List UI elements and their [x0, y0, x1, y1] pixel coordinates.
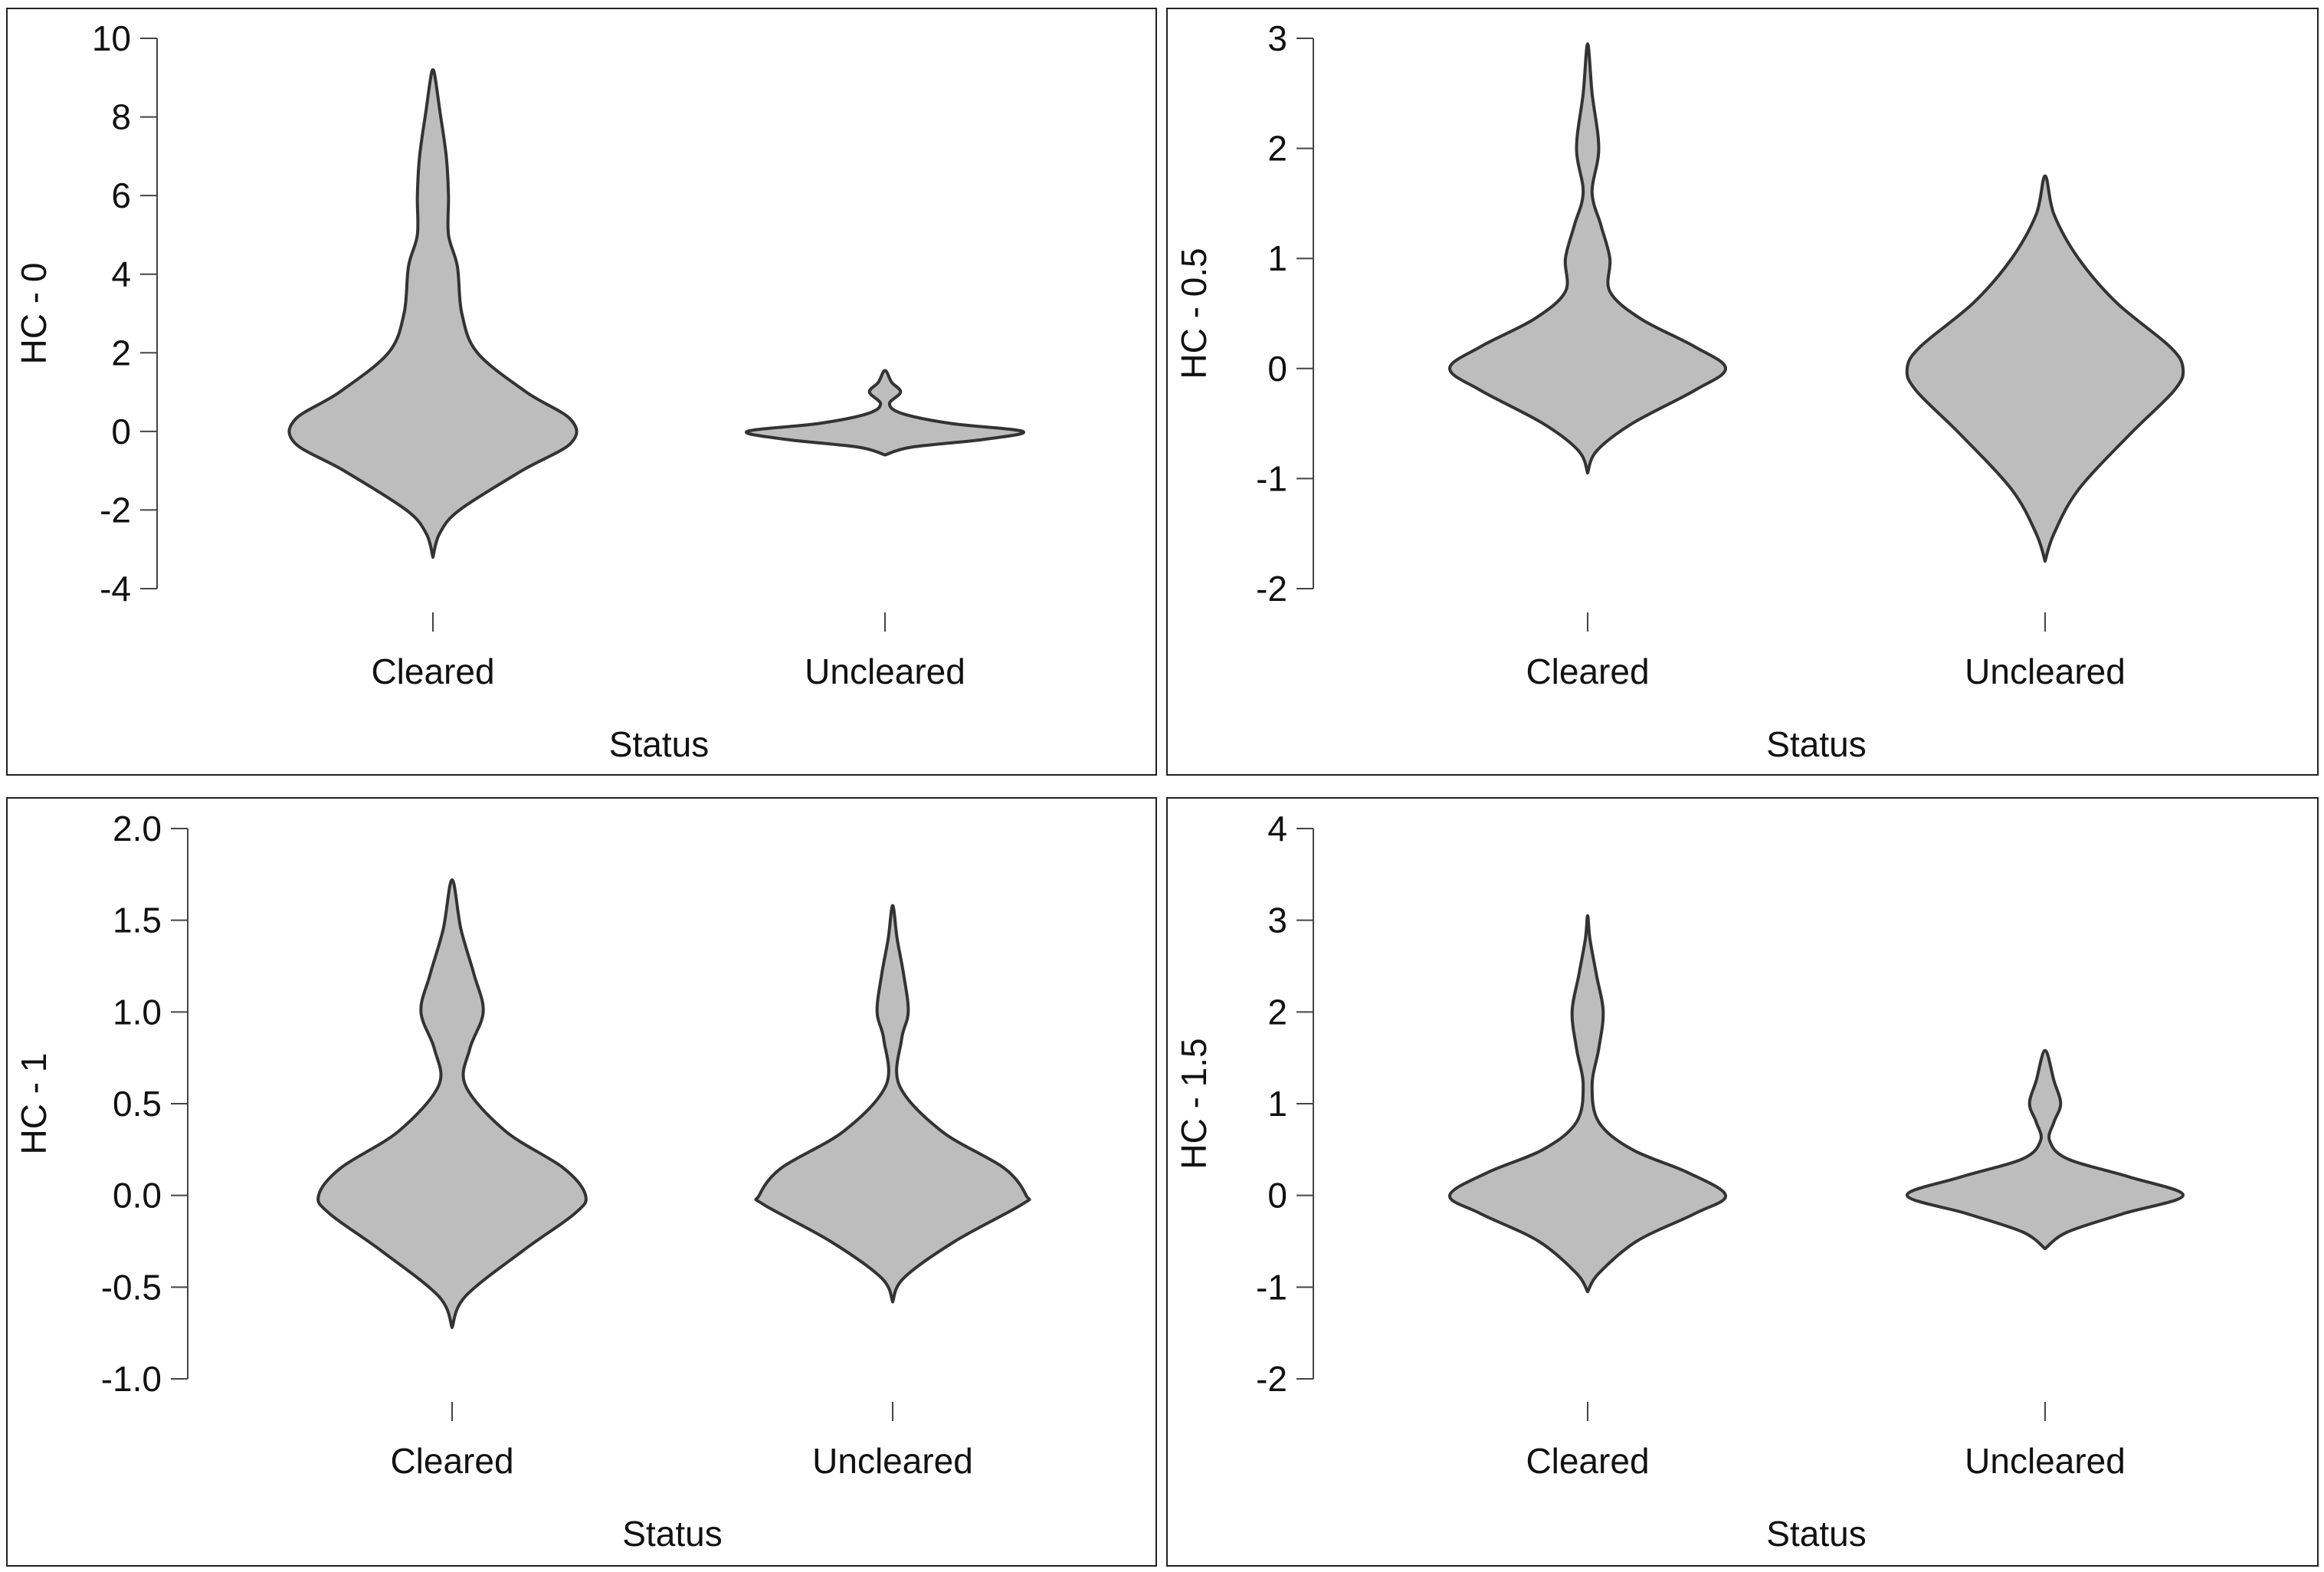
- x-tick-label-cleared: Cleared: [1526, 651, 1649, 691]
- violin-cleared: [1448, 914, 1727, 1294]
- y-tick-label: 1.0: [113, 992, 162, 1032]
- chart-svg-hc-1-5: -2 -1 0 1 2 3 4 HC - 1.5 Cleared Uncleared Status: [1174, 809, 2185, 1554]
- y-tick-label: 4: [1267, 809, 1287, 848]
- chart-svg-hc-0-5: -2 -1 0 1 2 3 HC - 0.5 Cleared Uncleared Status: [1174, 18, 2185, 764]
- violin-cleared: [287, 68, 579, 559]
- y-tick-label: -4: [100, 569, 131, 609]
- x-axis-title: Status: [1766, 724, 1866, 764]
- chart-panel-hc-1-5: -2 -1 0 1 2 3 4 HC - 1.5 Cleared Uncleared Status: [1166, 797, 2319, 1567]
- chart-svg-hc-1: -1.0 -0.5 0.0 0.5 1.0 1.5 2.0 HC - 1 Cleared Uncl…: [14, 809, 1031, 1554]
- violin-cleared: [316, 878, 588, 1329]
- y-tick-label: 1: [1267, 1084, 1287, 1124]
- violin-uncleared: [1906, 1049, 2185, 1251]
- violin-uncleared: [744, 369, 1026, 457]
- y-tick-label: -1.0: [101, 1359, 162, 1399]
- chart-panel-hc-0: -4 -2 0 2 4 6 8 10 HC - 0 Cleared Uncleared Status: [6, 8, 1157, 776]
- y-tick-label: -2: [1256, 1359, 1287, 1399]
- y-axis-title: HC - 0.5: [1174, 248, 1214, 379]
- x-tick-label-uncleared: Uncleared: [1965, 1441, 2126, 1481]
- y-tick-label: 1: [1267, 238, 1287, 278]
- y-tick-label: 6: [111, 176, 131, 215]
- x-axis-title: Status: [1766, 1514, 1866, 1554]
- y-axis-title: HC - 1.5: [1174, 1038, 1214, 1169]
- y-tick-label: 2: [1267, 129, 1287, 169]
- y-tick-label: 3: [1267, 901, 1287, 940]
- y-tick-label: -1: [1256, 458, 1287, 498]
- x-axis-title: Status: [609, 724, 709, 764]
- violin-cleared: [1448, 42, 1727, 475]
- y-tick-label: 0.0: [113, 1176, 162, 1216]
- y-tick-label: 1.5: [113, 901, 162, 940]
- violin-uncleared: [1905, 174, 2185, 563]
- y-tick-label: -1: [1256, 1267, 1287, 1307]
- y-tick-label: -2: [1256, 569, 1287, 609]
- x-tick-label-uncleared: Uncleared: [1965, 651, 2126, 691]
- chart-panel-hc-0-5: -2 -1 0 1 2 3 HC - 0.5 Cleared Uncleared Status: [1166, 8, 2319, 776]
- y-tick-label: 10: [92, 18, 131, 58]
- x-tick-label-uncleared: Uncleared: [805, 651, 965, 691]
- y-tick-label: 3: [1267, 18, 1287, 58]
- violin-uncleared: [754, 904, 1031, 1304]
- chart-panel-hc-1: -1.0 -0.5 0.0 0.5 1.0 1.5 2.0 HC - 1 Cleared Uncl…: [6, 797, 1157, 1567]
- y-tick-label: 8: [111, 97, 131, 137]
- x-axis-title: Status: [622, 1514, 722, 1554]
- y-tick-label: 2: [111, 333, 131, 372]
- y-tick-label: 4: [111, 254, 131, 294]
- y-tick-label: 0.5: [113, 1084, 162, 1124]
- y-tick-label: -2: [100, 490, 131, 530]
- chart-svg-hc-0: -4 -2 0 2 4 6 8 10 HC - 0 Cleared Uncleared Status: [14, 18, 1026, 764]
- x-tick-label-cleared: Cleared: [371, 651, 494, 691]
- y-axis-title: HC - 1: [14, 1053, 54, 1155]
- y-tick-label: 0: [1267, 349, 1287, 389]
- x-tick-label-cleared: Cleared: [1526, 1441, 1649, 1481]
- y-tick-label: 0: [111, 412, 131, 451]
- y-tick-label: 2.0: [113, 809, 162, 848]
- y-axis-title: HC - 0: [14, 263, 54, 365]
- y-tick-label: -0.5: [101, 1267, 162, 1307]
- x-tick-label-uncleared: Uncleared: [812, 1441, 973, 1481]
- x-tick-label-cleared: Cleared: [390, 1441, 513, 1481]
- y-tick-label: 0: [1267, 1176, 1287, 1216]
- y-tick-label: 2: [1267, 992, 1287, 1032]
